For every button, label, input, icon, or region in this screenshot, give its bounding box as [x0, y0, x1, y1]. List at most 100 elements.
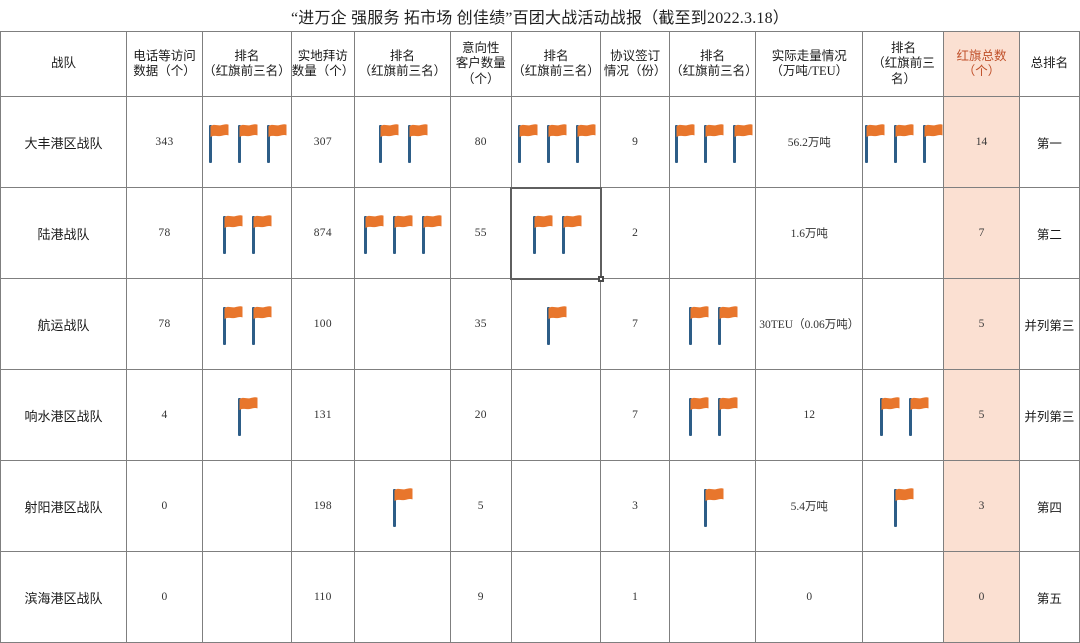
cell-value: 874: [313, 227, 332, 239]
cell-flagtotal[interactable]: 3: [943, 460, 1020, 552]
cell-flagtotal[interactable]: 7: [943, 187, 1020, 279]
cell-visits[interactable]: 131: [290, 369, 355, 461]
column-header-flagtotal[interactable]: 红旗总数（个）: [943, 31, 1020, 97]
cell-overallrank[interactable]: 并列第三: [1018, 369, 1080, 461]
cell-rank2[interactable]: [353, 278, 451, 370]
cell-rank5[interactable]: [862, 96, 945, 188]
cell-agreements[interactable]: 9: [600, 96, 671, 188]
cell-agreements[interactable]: 3: [600, 460, 671, 552]
cell-rank3[interactable]: [510, 551, 602, 643]
cell-rank4[interactable]: [669, 278, 757, 370]
cell-rank3[interactable]: [510, 369, 602, 461]
cell-calls[interactable]: 343: [126, 96, 203, 188]
cell-overallrank[interactable]: 并列第三: [1018, 278, 1080, 370]
cell-overallrank[interactable]: 第一: [1018, 96, 1080, 188]
cell-intent[interactable]: 80: [449, 96, 512, 188]
cell-rank2[interactable]: [353, 551, 451, 643]
cell-rank2[interactable]: [353, 96, 451, 188]
column-header-visits[interactable]: 实地拜访 数量（个）: [290, 31, 355, 97]
column-header-line: （红旗前三名）: [203, 64, 291, 78]
column-header-rank2[interactable]: 排名 （红旗前三名）: [353, 31, 451, 97]
cell-visits[interactable]: 110: [290, 551, 355, 643]
cell-rank3[interactable]: [510, 96, 602, 188]
column-header-volume[interactable]: 实际走量情况 （万吨/TEU）: [755, 31, 864, 97]
cell-rank2[interactable]: [353, 369, 451, 461]
cell-agreements[interactable]: 1: [600, 551, 671, 643]
cell-flagtotal[interactable]: 5: [943, 369, 1020, 461]
cell-value: 30TEU（0.06万吨）: [759, 319, 860, 331]
cell-rank4[interactable]: [669, 551, 757, 643]
cell-visits[interactable]: 198: [290, 460, 355, 552]
cell-overallrank[interactable]: 第五: [1018, 551, 1080, 643]
cell-rank3[interactable]: [510, 460, 602, 552]
cell-calls[interactable]: 0: [126, 551, 203, 643]
cell-rank1[interactable]: [201, 187, 292, 279]
cell-agreements[interactable]: 2: [600, 187, 671, 279]
cell-overallrank[interactable]: 第二: [1018, 187, 1080, 279]
cell-volume[interactable]: 0: [755, 551, 864, 643]
cell-value: 198: [313, 500, 332, 512]
flag-pole: [378, 125, 382, 163]
column-header-calls[interactable]: 电话等访问 数据（个）: [126, 31, 203, 97]
cell-flagtotal[interactable]: 5: [943, 278, 1020, 370]
red-flag-icon: [716, 303, 738, 345]
cell-team[interactable]: 射阳港区战队: [0, 460, 128, 552]
column-header-line: 情况（份）: [603, 64, 667, 78]
cell-flagtotal[interactable]: 0: [943, 551, 1020, 643]
column-header-rank5[interactable]: 排名 （红旗前三名）: [862, 31, 945, 97]
column-header-agreements[interactable]: 协议签订 情况（份）: [600, 31, 671, 97]
cell-intent[interactable]: 20: [449, 369, 512, 461]
cell-volume[interactable]: 1.6万吨: [755, 187, 864, 279]
cell-rank1[interactable]: [201, 551, 292, 643]
cell-calls[interactable]: 0: [126, 460, 203, 552]
cell-volume[interactable]: 12: [755, 369, 864, 461]
cell-intent[interactable]: 35: [449, 278, 512, 370]
cell-overallrank[interactable]: 第四: [1018, 460, 1080, 552]
cell-team[interactable]: 滨海港区战队: [0, 551, 128, 643]
cell-rank4[interactable]: [669, 460, 757, 552]
cell-team[interactable]: 航运战队: [0, 278, 128, 370]
cell-agreements[interactable]: 7: [600, 369, 671, 461]
column-header-rank4[interactable]: 排名 （红旗前三名）: [669, 31, 757, 97]
cell-rank2[interactable]: [353, 187, 451, 279]
cell-volume[interactable]: 30TEU（0.06万吨）: [755, 278, 864, 370]
cell-team[interactable]: 陆港战队: [0, 187, 128, 279]
cell-team[interactable]: 大丰港区战队: [0, 96, 128, 188]
cell-rank5[interactable]: [862, 369, 945, 461]
flag-pole: [407, 125, 411, 163]
cell-rank5[interactable]: [862, 278, 945, 370]
cell-visits[interactable]: 100: [290, 278, 355, 370]
column-header-team[interactable]: 战队: [0, 31, 128, 97]
cell-calls[interactable]: 4: [126, 369, 203, 461]
cell-volume[interactable]: 5.4万吨: [755, 460, 864, 552]
cell-visits[interactable]: 307: [290, 96, 355, 188]
cell-rank3[interactable]: [510, 187, 602, 279]
cell-rank4[interactable]: [669, 369, 757, 461]
cell-rank5[interactable]: [862, 551, 945, 643]
cell-rank1[interactable]: [201, 96, 292, 188]
cell-rank5[interactable]: [862, 187, 945, 279]
cell-rank1[interactable]: [201, 460, 292, 552]
column-header-overallrank[interactable]: 总排名: [1018, 31, 1080, 97]
cell-intent[interactable]: 5: [449, 460, 512, 552]
column-header-rank3[interactable]: 排名 （红旗前三名）: [510, 31, 602, 97]
cell-rank3[interactable]: [510, 278, 602, 370]
cell-rank5[interactable]: [862, 460, 945, 552]
flag-banner: [924, 124, 943, 138]
cell-intent[interactable]: 9: [449, 551, 512, 643]
column-header-rank1[interactable]: 排名 （红旗前三名）: [201, 31, 292, 97]
column-header-intent[interactable]: 意向性 客户数量 （个）: [449, 31, 512, 97]
cell-calls[interactable]: 78: [126, 187, 203, 279]
cell-rank2[interactable]: [353, 460, 451, 552]
cell-agreements[interactable]: 7: [600, 278, 671, 370]
cell-team[interactable]: 响水港区战队: [0, 369, 128, 461]
cell-rank4[interactable]: [669, 96, 757, 188]
cell-calls[interactable]: 78: [126, 278, 203, 370]
cell-rank4[interactable]: [669, 187, 757, 279]
cell-visits[interactable]: 874: [290, 187, 355, 279]
cell-flagtotal[interactable]: 14: [943, 96, 1020, 188]
cell-rank1[interactable]: [201, 278, 292, 370]
cell-volume[interactable]: 56.2万吨: [755, 96, 864, 188]
cell-intent[interactable]: 55: [449, 187, 512, 279]
cell-rank1[interactable]: [201, 369, 292, 461]
